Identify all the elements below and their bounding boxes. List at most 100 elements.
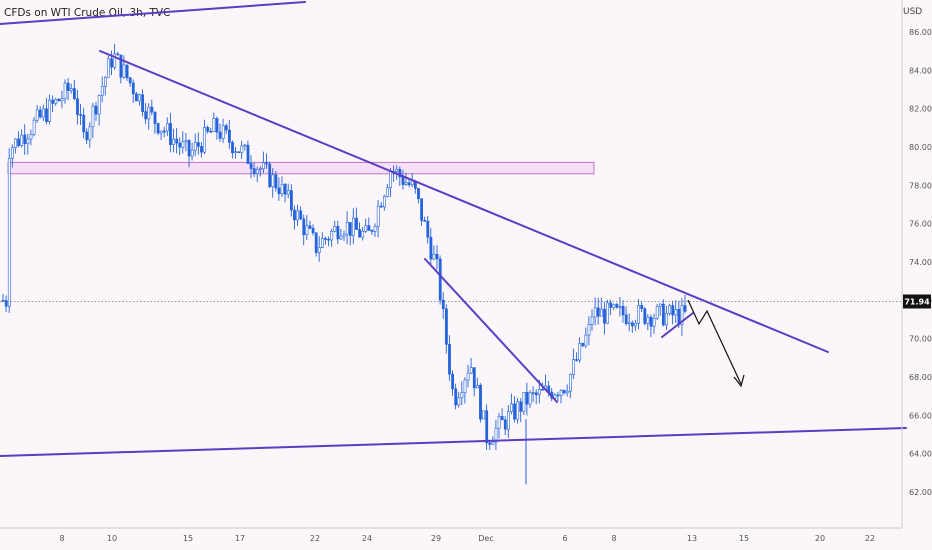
candle bbox=[590, 309, 594, 331]
candle bbox=[497, 412, 501, 439]
candle bbox=[172, 128, 176, 153]
candle bbox=[32, 116, 36, 137]
candle bbox=[57, 98, 61, 102]
candle bbox=[330, 228, 334, 247]
candle bbox=[643, 307, 647, 326]
x-tick-label: 15 bbox=[183, 534, 193, 543]
candle bbox=[11, 144, 14, 168]
candle bbox=[646, 314, 650, 331]
y-tick-label: 86.00 bbox=[909, 28, 932, 37]
candle bbox=[327, 236, 331, 247]
y-tick-label: 74.00 bbox=[909, 258, 932, 267]
candle bbox=[441, 292, 445, 319]
candle bbox=[1, 293, 5, 302]
candle bbox=[522, 391, 526, 416]
candle bbox=[305, 215, 309, 240]
trendline-descending-resistance bbox=[99, 50, 829, 353]
candle bbox=[26, 133, 30, 155]
candle bbox=[358, 222, 362, 238]
candle bbox=[293, 205, 296, 230]
candle bbox=[621, 300, 625, 323]
candle bbox=[54, 97, 58, 107]
candle bbox=[345, 211, 349, 245]
candle bbox=[141, 89, 145, 117]
candle bbox=[147, 103, 151, 130]
candle bbox=[417, 187, 420, 204]
candle bbox=[674, 300, 678, 324]
candle bbox=[302, 214, 306, 246]
candle bbox=[20, 129, 24, 148]
candle bbox=[556, 391, 560, 402]
candle bbox=[370, 229, 374, 235]
candle bbox=[438, 255, 442, 305]
candle bbox=[35, 104, 39, 123]
x-tick-label: 8 bbox=[611, 534, 616, 543]
candle bbox=[283, 182, 287, 203]
y-tick-label: 76.00 bbox=[909, 220, 932, 229]
candle bbox=[110, 50, 114, 76]
candle bbox=[63, 79, 67, 104]
candle bbox=[457, 391, 461, 408]
candle bbox=[82, 107, 86, 139]
candle bbox=[97, 94, 101, 126]
candle bbox=[228, 119, 231, 149]
supply-zone bbox=[7, 161, 595, 175]
candle bbox=[296, 204, 300, 227]
candle bbox=[516, 397, 520, 424]
candle bbox=[451, 370, 455, 397]
candle bbox=[444, 304, 448, 354]
candle bbox=[252, 162, 256, 177]
candle bbox=[317, 236, 321, 262]
y-tick-label: 80.00 bbox=[909, 143, 932, 152]
x-tick-label: 17 bbox=[235, 534, 245, 543]
candle bbox=[429, 228, 433, 265]
trendline-wedge-support bbox=[661, 312, 694, 338]
candle bbox=[169, 113, 172, 153]
candle bbox=[559, 389, 563, 404]
candle bbox=[262, 151, 265, 174]
candle bbox=[351, 208, 355, 245]
candle bbox=[162, 126, 166, 138]
candle bbox=[175, 127, 179, 154]
candle bbox=[69, 83, 73, 94]
candle bbox=[159, 130, 163, 140]
candle bbox=[187, 139, 191, 168]
candle bbox=[107, 55, 110, 78]
candle bbox=[231, 140, 234, 159]
candle bbox=[671, 300, 675, 325]
candle bbox=[311, 224, 315, 236]
x-tick-label: Dec bbox=[478, 534, 493, 543]
y-tick-label: 84.00 bbox=[909, 66, 932, 75]
candle bbox=[460, 381, 464, 406]
projection-arrow bbox=[687, 299, 742, 385]
candle bbox=[94, 101, 98, 121]
candle bbox=[197, 132, 200, 155]
candle bbox=[48, 94, 52, 125]
x-tick-label: 22 bbox=[310, 534, 320, 543]
candle bbox=[51, 95, 55, 113]
candle bbox=[624, 306, 628, 326]
candle bbox=[355, 207, 358, 230]
y-tick-label: 78.00 bbox=[909, 181, 932, 190]
candle bbox=[479, 383, 482, 423]
candle bbox=[14, 138, 17, 154]
x-tick-label: 24 bbox=[362, 534, 372, 543]
projection-arrow-layer bbox=[687, 299, 745, 388]
candle bbox=[4, 295, 8, 313]
candle bbox=[466, 364, 470, 388]
candle bbox=[60, 90, 64, 109]
candle bbox=[420, 198, 424, 226]
candle bbox=[615, 302, 619, 309]
candle bbox=[683, 294, 687, 314]
candle bbox=[320, 232, 324, 248]
candle bbox=[38, 106, 42, 119]
trendlines-layer bbox=[0, 1, 907, 457]
candle bbox=[237, 151, 241, 154]
candle bbox=[156, 122, 160, 136]
candle bbox=[79, 103, 83, 126]
candle bbox=[153, 111, 157, 134]
candle bbox=[277, 177, 281, 201]
candle bbox=[203, 119, 207, 154]
